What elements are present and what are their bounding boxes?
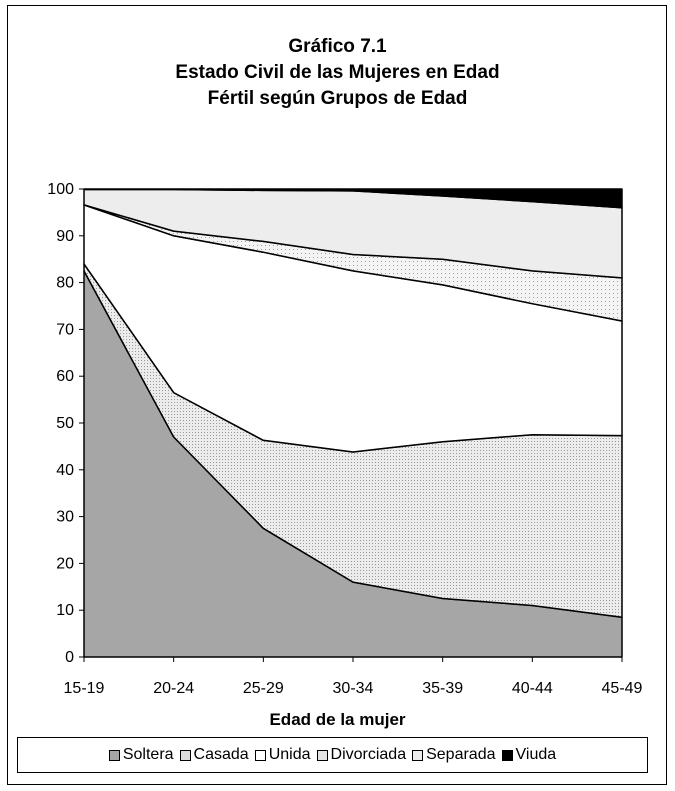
x-tick-label: 45-49	[602, 680, 643, 697]
x-tick-label: 40-44	[512, 680, 553, 697]
chart-title-line-3: Fértil según Grupos de Edad	[207, 88, 468, 109]
legend-swatch	[254, 749, 266, 761]
y-tick-label: 20	[56, 555, 74, 572]
legend-item-viuda: Viuda	[501, 746, 557, 764]
legend-item-soltera: Soltera	[108, 746, 174, 764]
legend-item-separada: Separada	[412, 746, 496, 764]
legend-item-casada: Casada	[179, 746, 249, 764]
legend-item-unida: Unida	[254, 746, 311, 764]
legend-label: Soltera	[122, 746, 174, 763]
area-viuda	[83, 188, 623, 209]
x-tick-label: 15-19	[64, 680, 105, 697]
x-tick-label: 20-24	[153, 680, 194, 697]
chart-axes: 0 10 20 30 40 50 60 70 80 90 100 15-19 20-24 25-29 30-…	[47, 181, 642, 697]
legend-swatch	[108, 749, 120, 761]
y-tick-label: 40	[56, 462, 74, 479]
chart-title-line-1: Gráfico 7.1	[288, 36, 387, 57]
chart-title: Gráfico 7.1 Estado Civil de las Mujeres …	[0, 34, 675, 112]
y-tick-label: 70	[56, 321, 74, 338]
chart-legend: Soltera Casada Unida Divorciada Separada Viud…	[17, 737, 648, 773]
legend-item-divorciada: Divorciada	[316, 746, 407, 764]
y-tick-label: 30	[56, 509, 74, 526]
y-tick-label: 60	[56, 368, 74, 385]
series-areas	[83, 188, 623, 658]
legend-swatch	[412, 749, 424, 761]
x-tick-label: 30-34	[333, 680, 374, 697]
legend-swatch	[179, 749, 191, 761]
legend-label: Viuda	[515, 746, 557, 763]
legend-swatch	[316, 749, 328, 761]
chart-title-line-2: Estado Civil de las Mujeres en Edad	[175, 62, 500, 83]
legend-label: Casada	[193, 746, 249, 763]
y-tick-label: 90	[56, 228, 74, 245]
legend-label: Divorciada	[330, 746, 407, 763]
legend-label: Unida	[268, 746, 311, 763]
legend-swatch	[501, 749, 513, 761]
x-axis-title: Edad de la mujer	[269, 710, 406, 729]
x-tick-label: 35-39	[422, 680, 463, 697]
y-tick-label: 50	[56, 415, 74, 432]
chart-frame	[7, 5, 667, 785]
y-tick-label: 80	[56, 275, 74, 292]
y-tick-label: 100	[47, 181, 74, 198]
legend-label: Separada	[426, 746, 496, 763]
x-tick-label: 25-29	[243, 680, 284, 697]
y-tick-label: 10	[56, 602, 74, 619]
y-tick-label: 0	[65, 649, 74, 666]
